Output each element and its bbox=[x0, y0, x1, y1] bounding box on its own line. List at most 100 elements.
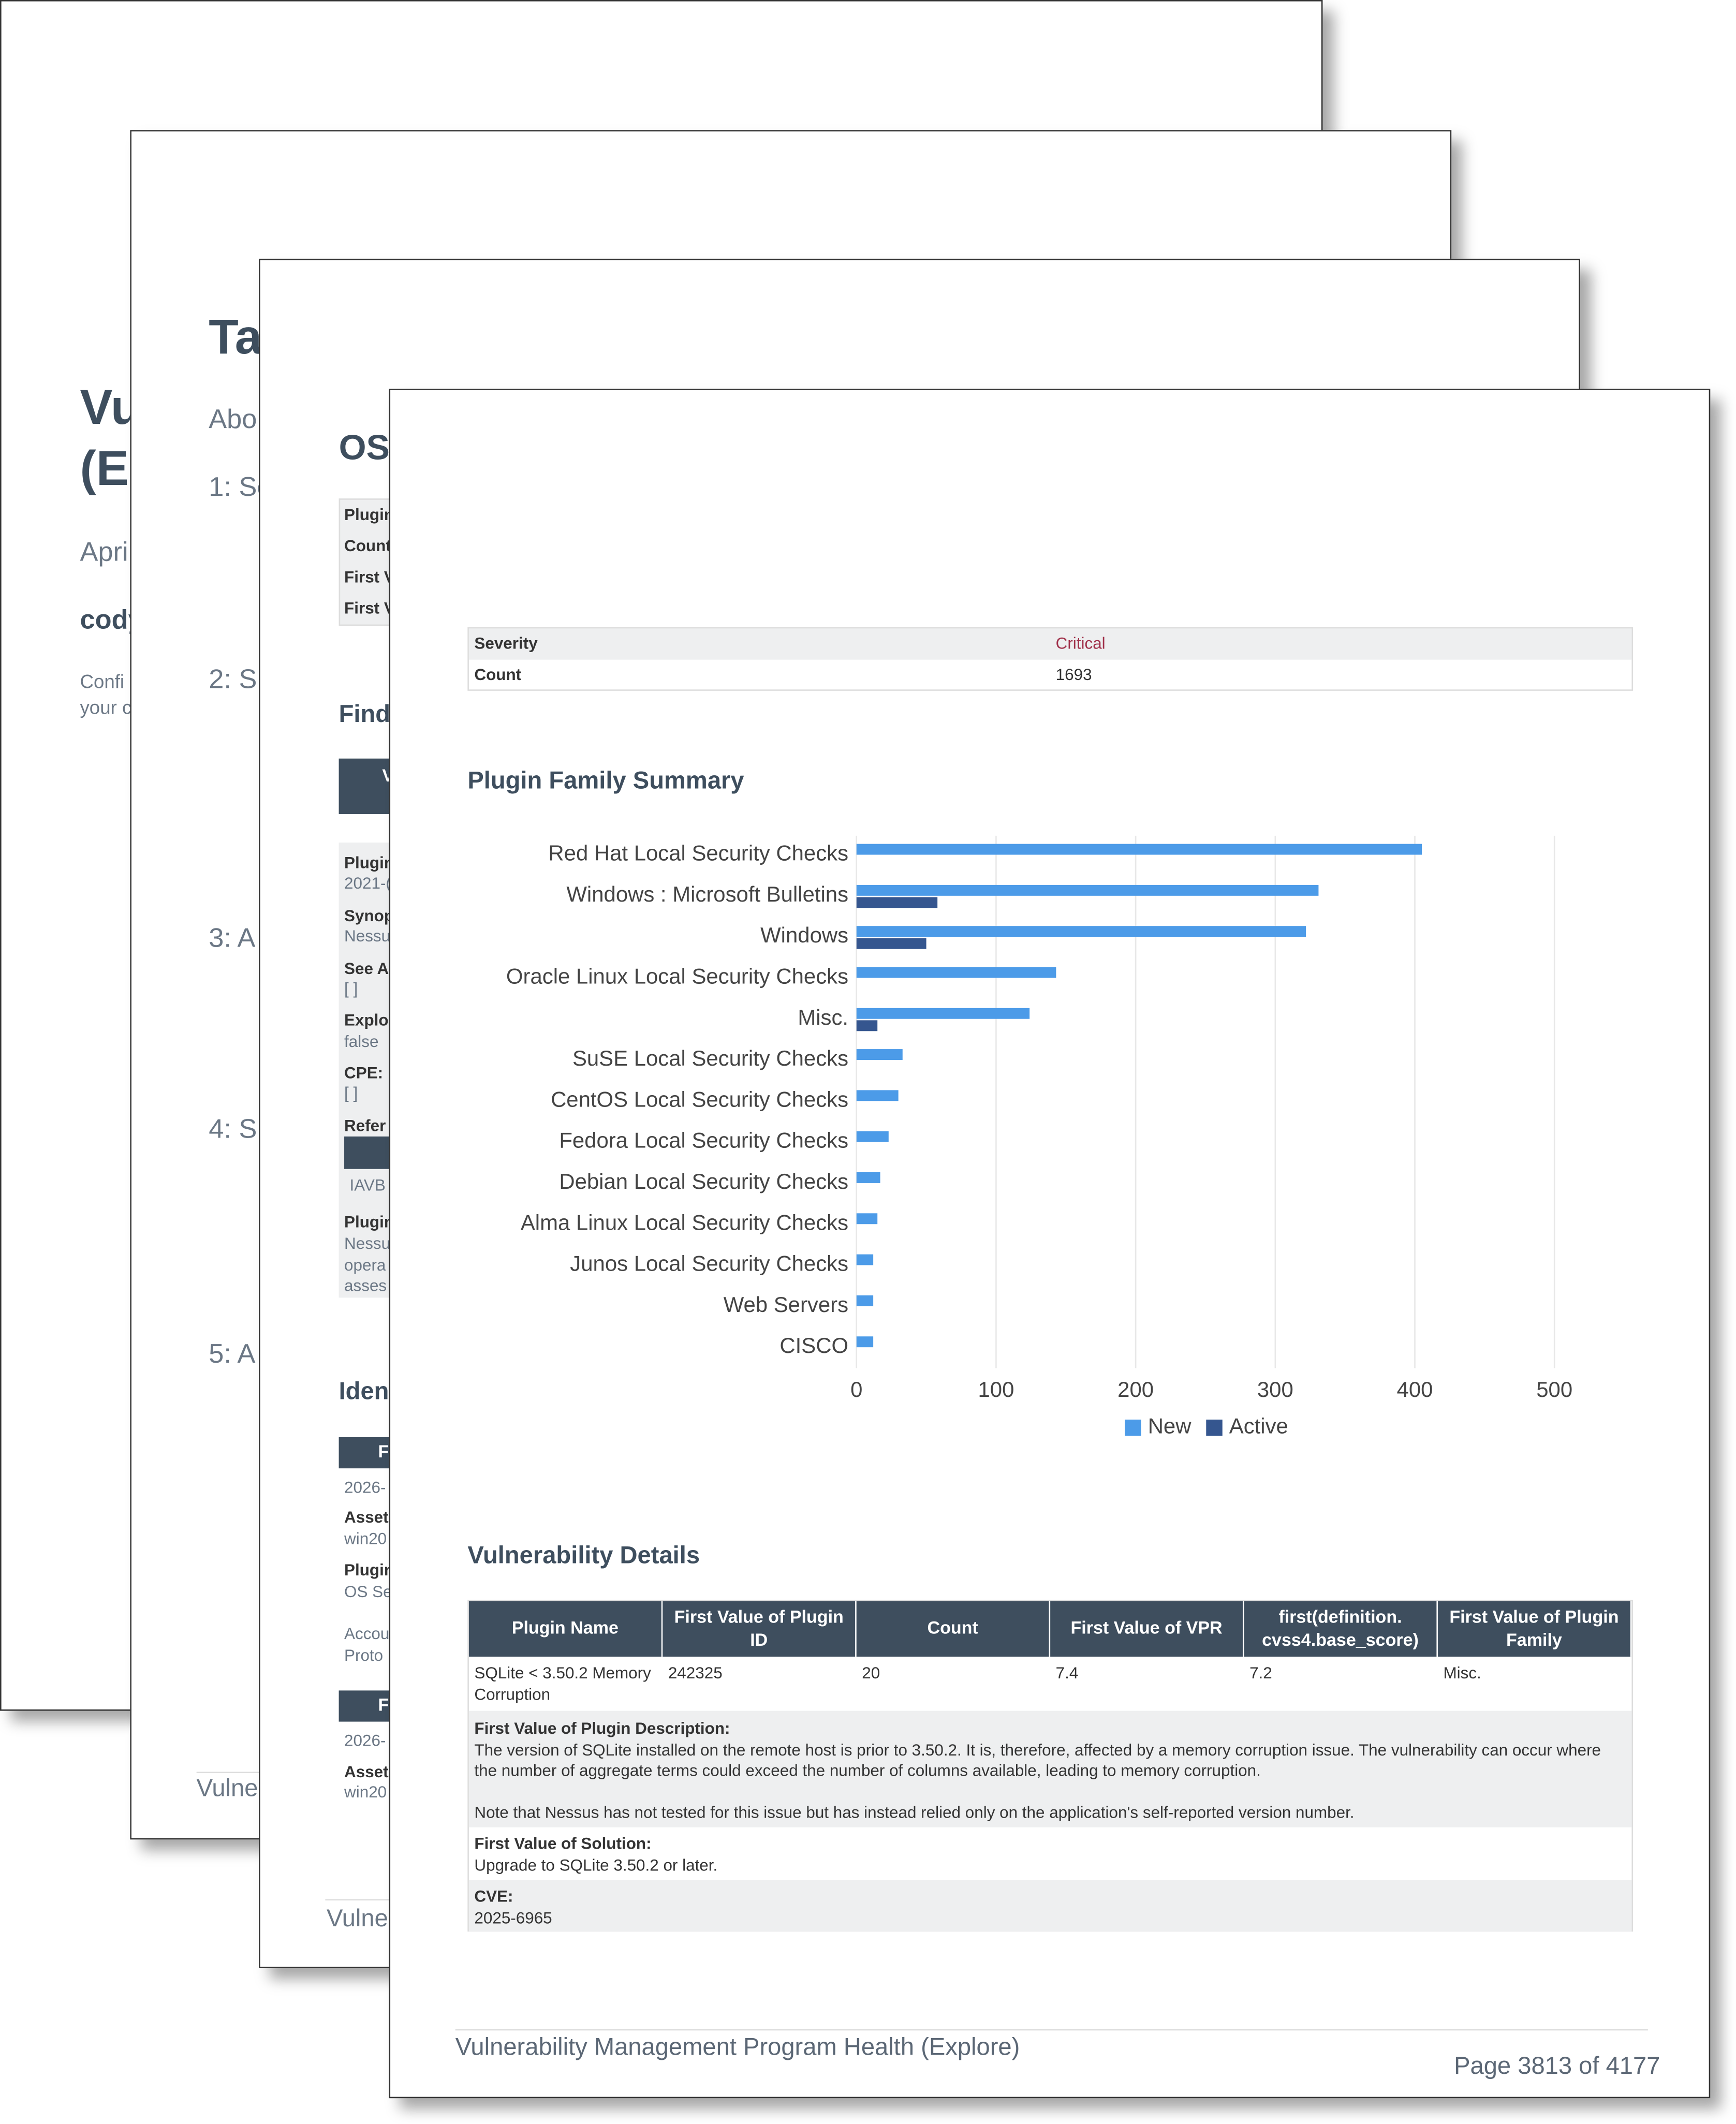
bar bbox=[856, 1020, 878, 1031]
bar bbox=[856, 844, 1422, 855]
field-label: First Value of Solution: bbox=[474, 1834, 652, 1853]
bar bbox=[856, 938, 926, 949]
table-cell: Misc. bbox=[1443, 1663, 1481, 1683]
table-cell: 7.4 bbox=[1055, 1663, 1079, 1683]
table-cell: SQLite < 3.50.2 Memory Corruption bbox=[474, 1663, 651, 1704]
text-fragment: Nessu bbox=[344, 1233, 391, 1253]
table-cell: 242325 bbox=[668, 1663, 723, 1683]
text-fragment: 2021-( bbox=[344, 873, 391, 893]
y-tick-label: Oracle Linux Local Security Checks bbox=[506, 964, 848, 988]
legend-swatch bbox=[1206, 1419, 1223, 1436]
text-fragment: IAVB bbox=[349, 1175, 386, 1194]
text-fragment: win20 bbox=[344, 1529, 387, 1548]
text-fragment: 4: S bbox=[209, 1115, 257, 1145]
text-fragment: Plugin bbox=[344, 1212, 394, 1231]
text-fragment: Ta bbox=[209, 309, 262, 365]
table-header bbox=[339, 1437, 393, 1469]
severity-table: Severity Critical Count 1693 bbox=[467, 627, 1634, 691]
text-fragment: Accou bbox=[344, 1624, 390, 1643]
cell-label: Severity bbox=[474, 633, 538, 653]
y-tick-label: Windows : Microsoft Bulletins bbox=[566, 882, 848, 906]
x-tick-label: 500 bbox=[1536, 1377, 1572, 1402]
text-fragment: Plugin bbox=[344, 505, 394, 524]
table-header bbox=[339, 758, 393, 814]
bar bbox=[856, 1090, 899, 1101]
column-header: first(definition. cvss4.base_score) bbox=[1244, 1601, 1438, 1657]
text-fragment: [ ] bbox=[344, 979, 358, 998]
bar bbox=[856, 1336, 874, 1348]
row-bg bbox=[468, 1880, 1632, 1932]
text-fragment: First V bbox=[344, 598, 395, 617]
bar bbox=[856, 967, 1056, 978]
x-tick-label: 200 bbox=[1117, 1377, 1154, 1402]
cve-block: CVE: 2025-6965 bbox=[469, 1883, 1632, 1933]
y-tick-label: Debian Local Security Checks bbox=[559, 1169, 848, 1193]
text-fragment: Find bbox=[339, 700, 391, 728]
text-fragment: Refer bbox=[344, 1116, 386, 1135]
field-label: First Value of Plugin Description: bbox=[474, 1719, 730, 1738]
bar bbox=[856, 1213, 878, 1225]
bar bbox=[856, 1049, 903, 1060]
table-cell: 7.2 bbox=[1249, 1663, 1272, 1683]
text-fragment: Plugin bbox=[344, 1560, 394, 1580]
text-fragment: asses bbox=[344, 1275, 387, 1295]
cell-value: Critical bbox=[1055, 633, 1106, 653]
text-fragment: Confi bbox=[80, 670, 125, 692]
text-fragment: Plugin bbox=[344, 853, 394, 873]
text-fragment: Abo bbox=[209, 405, 257, 435]
y-tick-label: Fedora Local Security Checks bbox=[559, 1128, 848, 1153]
page: Severity Critical Count 1693 Plugin Fami… bbox=[389, 389, 1711, 2099]
y-tick-label: Web Servers bbox=[724, 1292, 848, 1317]
text-fragment: Asset bbox=[344, 1762, 389, 1781]
cell-label: Count bbox=[474, 665, 522, 684]
text-fragment: 2: S bbox=[209, 665, 257, 695]
text-fragment: Synop bbox=[344, 906, 394, 925]
page-number: Page 3813 of 4177 bbox=[1454, 2052, 1660, 2079]
text-fragment: First V bbox=[344, 567, 395, 586]
section-heading: Vulnerability Details bbox=[467, 1541, 700, 1569]
row-bg bbox=[468, 1710, 1632, 1827]
footer-rule bbox=[455, 2029, 1648, 2031]
x-tick-label: 0 bbox=[850, 1377, 862, 1402]
section-heading: Plugin Family Summary bbox=[467, 766, 744, 794]
table-bg bbox=[339, 498, 396, 626]
table-header bbox=[339, 1690, 393, 1722]
text-fragment: Count bbox=[344, 536, 391, 555]
y-tick-label: SuSE Local Security Checks bbox=[572, 1046, 848, 1070]
field-text: Upgrade to SQLite 3.50.2 or later. bbox=[474, 1855, 718, 1875]
text-fragment: CPE: bbox=[344, 1063, 384, 1082]
row-bg bbox=[468, 628, 1632, 660]
text-fragment: Vulne bbox=[327, 1905, 388, 1932]
text-fragment: Proto bbox=[344, 1645, 384, 1665]
x-tick-label: 400 bbox=[1397, 1377, 1433, 1402]
text-fragment: false bbox=[344, 1031, 379, 1051]
bar bbox=[856, 926, 1306, 937]
description-block: First Value of Plugin Description: The v… bbox=[469, 1715, 1632, 1828]
table-header bbox=[344, 1136, 393, 1169]
text-fragment: OS Se bbox=[344, 1582, 392, 1601]
text-fragment: 3: A bbox=[209, 923, 256, 954]
table-bg bbox=[339, 842, 393, 1298]
text-fragment: Explo bbox=[344, 1010, 389, 1029]
column-header: First Value of VPR bbox=[1050, 1601, 1244, 1657]
field-label: CVE: bbox=[474, 1886, 513, 1906]
text-fragment: 2026- bbox=[344, 1731, 386, 1750]
text-fragment: 2026- bbox=[344, 1477, 386, 1497]
bar bbox=[856, 1295, 874, 1306]
text-fragment: Iden bbox=[339, 1378, 389, 1405]
footer-title: Vulnerability Management Program Health … bbox=[455, 2033, 1020, 2060]
text-fragment: 5: A bbox=[209, 1339, 256, 1370]
column-header: First Value of Plugin ID bbox=[663, 1601, 857, 1657]
x-tick-label: 100 bbox=[978, 1377, 1014, 1402]
legend-swatch bbox=[1125, 1419, 1141, 1436]
text-fragment: OS bbox=[339, 427, 390, 468]
y-tick-label: CISCO bbox=[779, 1333, 848, 1358]
table-cell: 20 bbox=[862, 1663, 880, 1683]
y-tick-label: Misc. bbox=[798, 1005, 848, 1029]
y-tick-label: Alma Linux Local Security Checks bbox=[521, 1210, 848, 1234]
column-header: Count bbox=[856, 1601, 1051, 1657]
field-text: 2025-6965 bbox=[474, 1908, 552, 1927]
y-tick-label: Windows bbox=[760, 923, 848, 947]
